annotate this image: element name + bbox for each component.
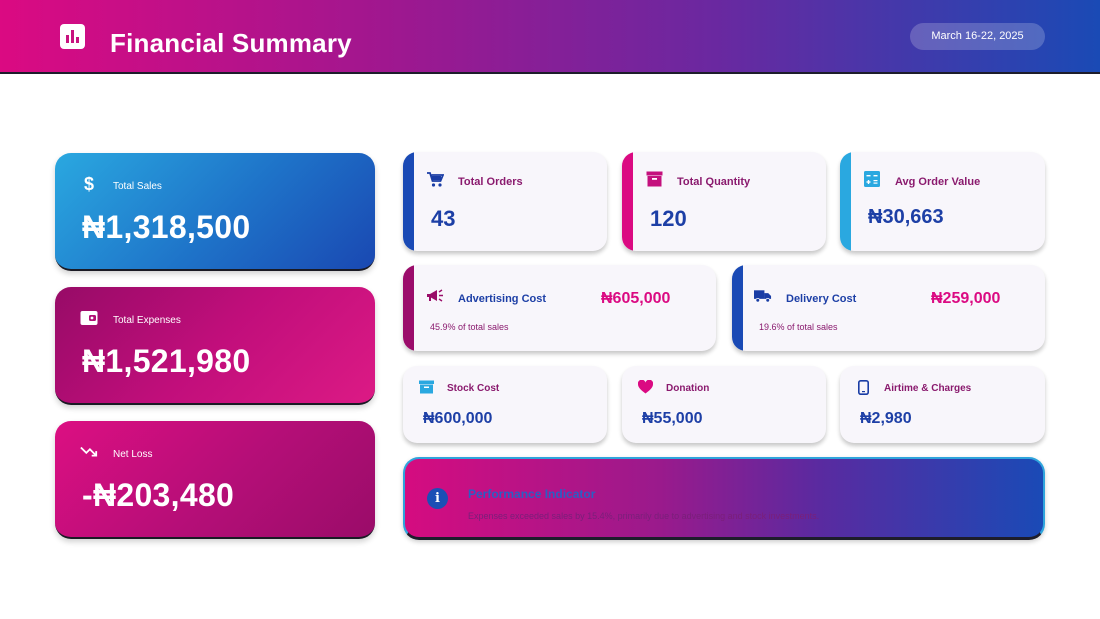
net-loss-value: -₦203,480	[82, 477, 235, 513]
total-sales-value: ₦1,318,500	[82, 209, 251, 245]
airtime-charges-label: Airtime & Charges	[884, 383, 972, 394]
advertising-cost-card: Advertising Cost ₦605,000 45.9% of total…	[403, 265, 716, 351]
total-sales-card: $ Total Sales ₦1,318,500	[55, 153, 375, 271]
total-quantity-label: Total Quantity	[677, 176, 751, 188]
megaphone-icon	[426, 287, 444, 305]
performance-indicator-panel: i Performance Indicator Expenses exceede…	[403, 457, 1045, 540]
dollar-icon: $	[83, 173, 94, 194]
donation-label: Donation	[666, 383, 710, 394]
delivery-cost-label: Delivery Cost	[786, 293, 857, 305]
cart-icon	[426, 171, 444, 189]
avg-order-value-value: ₦30,663	[868, 206, 944, 228]
advertising-cost-value: ₦605,000	[601, 290, 671, 307]
heart-icon	[636, 378, 654, 396]
avg-order-value-card: Avg Order Value ₦30,663	[840, 152, 1045, 251]
date-range-badge[interactable]: March 16-22, 2025	[910, 23, 1045, 50]
wallet-icon	[80, 309, 98, 327]
donation-card: Donation ₦55,000	[622, 366, 826, 443]
total-expenses-value: ₦1,521,980	[82, 343, 251, 379]
bar-chart-icon	[60, 24, 85, 49]
total-expenses-label: Total Expenses	[113, 315, 181, 326]
trending-down-icon	[80, 443, 98, 461]
avg-order-value-label: Avg Order Value	[895, 176, 981, 188]
total-quantity-card: Total Quantity 120	[622, 152, 826, 251]
net-loss-label: Net Loss	[113, 449, 153, 460]
delivery-cost-value: ₦259,000	[931, 290, 1001, 307]
net-loss-card: Net Loss -₦203,480	[55, 421, 375, 539]
truck-icon	[754, 287, 772, 305]
total-expenses-card: Total Expenses ₦1,521,980	[55, 287, 375, 405]
total-orders-label: Total Orders	[458, 176, 523, 188]
performance-indicator-title: Performance Indicator	[468, 487, 596, 501]
advertising-cost-label: Advertising Cost	[458, 293, 547, 305]
airtime-charges-card: Airtime & Charges ₦2,980	[840, 366, 1045, 443]
delivery-cost-card: Delivery Cost ₦259,000 19.6% of total sa…	[732, 265, 1045, 351]
delivery-cost-note: 19.6% of total sales	[759, 322, 838, 332]
total-orders-value: 43	[431, 206, 456, 231]
stock-cost-label: Stock Cost	[447, 383, 500, 394]
header-banner: Financial Summary March 16-22, 2025	[0, 0, 1100, 74]
performance-indicator-text: Expenses exceeded sales by 15.4%, primar…	[468, 511, 820, 521]
total-sales-label: Total Sales	[113, 181, 162, 192]
stock-cost-card: Stock Cost ₦600,000	[403, 366, 607, 443]
donation-value: ₦55,000	[642, 410, 703, 427]
archive-icon	[417, 378, 435, 396]
advertising-cost-note: 45.9% of total sales	[430, 322, 509, 332]
info-icon: i	[427, 488, 448, 509]
page-title: Financial Summary	[110, 28, 352, 58]
box-icon	[645, 170, 663, 188]
calculator-icon	[863, 170, 881, 188]
airtime-charges-value: ₦2,980	[860, 410, 912, 427]
total-quantity-value: 120	[650, 206, 687, 231]
stock-cost-value: ₦600,000	[423, 410, 493, 427]
total-orders-card: Total Orders 43	[403, 152, 607, 251]
phone-icon	[854, 378, 872, 396]
